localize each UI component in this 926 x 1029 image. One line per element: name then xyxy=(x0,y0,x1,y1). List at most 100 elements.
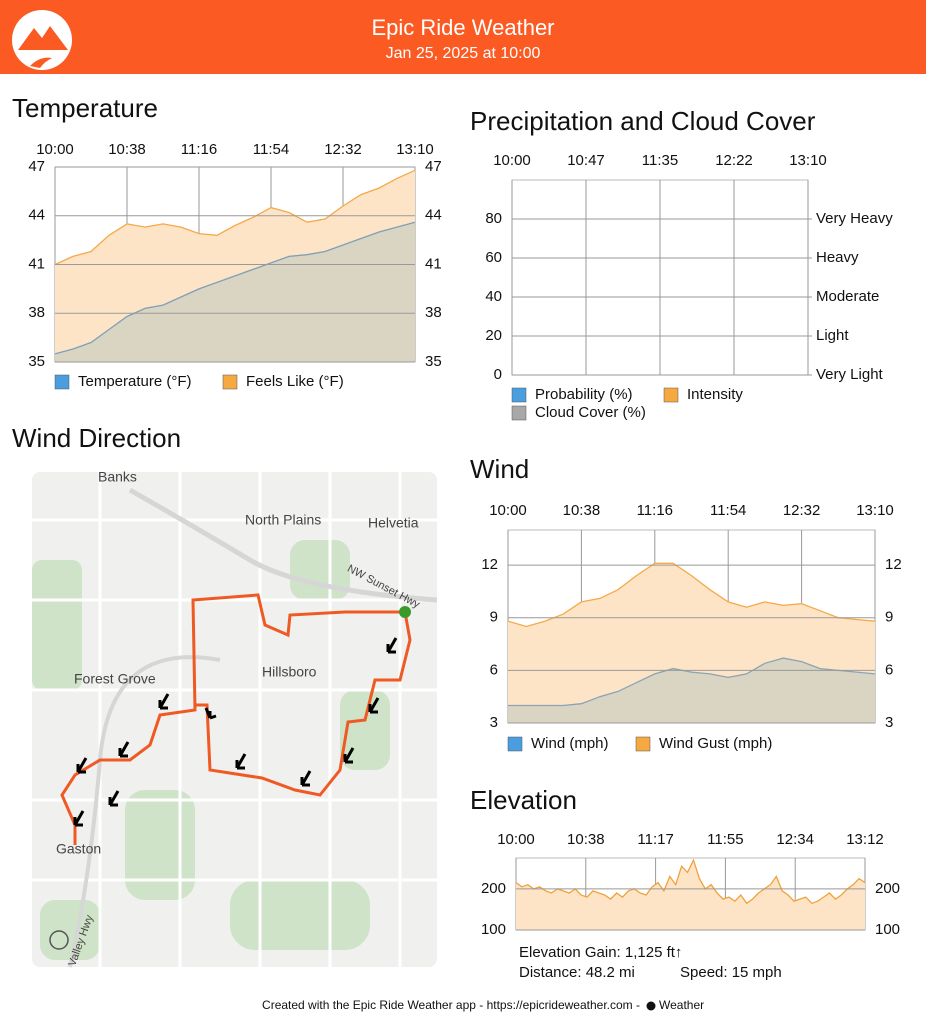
legend-label: Probability (%) xyxy=(535,386,633,403)
series-line xyxy=(507,562,876,628)
chart-title: Wind xyxy=(470,454,529,484)
y-tick-label-right: 3 xyxy=(885,714,893,731)
y-tick-label-right: 9 xyxy=(885,609,893,626)
area-fill xyxy=(516,860,865,930)
series-line xyxy=(54,169,416,266)
y-tick-label: 100 xyxy=(481,921,506,938)
apple-icon xyxy=(646,1001,656,1011)
legend-swatch xyxy=(507,736,523,752)
place-label: Forest Grove xyxy=(74,671,156,687)
x-tick-label: 11:54 xyxy=(710,502,746,519)
y2-tick-label: Heavy xyxy=(816,249,859,266)
logo xyxy=(12,10,72,70)
legend-swatch xyxy=(511,405,527,421)
x-tick-label: 13:10 xyxy=(856,502,894,519)
y-tick-label: 60 xyxy=(485,249,502,266)
header-bar xyxy=(0,0,926,74)
area-fill xyxy=(508,658,875,723)
y-tick-label: 40 xyxy=(485,288,502,305)
subtitle: Jan 25, 2025 at 10:00 xyxy=(386,45,541,62)
legend-swatch xyxy=(511,387,527,403)
y2-tick-label: Very Light xyxy=(816,366,884,383)
x-tick-label: 12:32 xyxy=(324,141,362,158)
y-tick-label: 0 xyxy=(494,366,502,383)
y-tick-label-right: 38 xyxy=(425,304,442,321)
y-tick-label-right: 6 xyxy=(885,661,893,678)
legend-swatch xyxy=(635,736,651,752)
x-tick-label: 12:22 xyxy=(715,152,753,169)
x-tick-label: 10:00 xyxy=(489,502,527,519)
y-tick-label-right: 35 xyxy=(425,353,442,370)
y-tick-label: 9 xyxy=(490,609,498,626)
footer-brand: Weather xyxy=(659,998,704,1012)
x-tick-label: 12:34 xyxy=(776,831,814,848)
legend-swatch xyxy=(663,387,679,403)
chart-title: Temperature xyxy=(12,93,158,123)
x-tick-label: 10:47 xyxy=(567,152,605,169)
legend-label: Wind Gust (mph) xyxy=(659,735,772,752)
y-tick-label: 3 xyxy=(490,714,498,731)
y-tick-label-right: 41 xyxy=(425,255,442,272)
legend-label: Temperature (°F) xyxy=(78,373,192,390)
y-tick-label: 41 xyxy=(28,255,45,272)
speed: Speed: 15 mph xyxy=(680,964,782,981)
map-title: Wind Direction xyxy=(12,423,181,453)
y-tick-label: 44 xyxy=(28,207,45,224)
chart-title: Elevation xyxy=(470,785,577,815)
y2-tick-label: Moderate xyxy=(816,288,879,305)
x-tick-label: 11:17 xyxy=(637,831,673,848)
x-tick-label: 13:10 xyxy=(789,152,827,169)
series-line xyxy=(54,221,416,355)
x-tick-label: 13:12 xyxy=(846,831,884,848)
chart-title: Precipitation and Cloud Cover xyxy=(470,106,816,136)
map: Banks North Plains Helvetia NW Sunset Hw… xyxy=(32,469,438,968)
x-tick-label: 11:54 xyxy=(253,141,289,158)
app-title: Epic Ride Weather xyxy=(371,15,554,40)
place-label: Gaston xyxy=(56,841,101,857)
area-fill xyxy=(55,222,415,362)
distance: Distance: 48.2 mi xyxy=(519,964,635,981)
x-tick-label: 10:00 xyxy=(493,152,531,169)
x-tick-label: 12:32 xyxy=(783,502,821,519)
x-tick-label: 11:55 xyxy=(707,831,743,848)
legend-swatch xyxy=(222,374,238,390)
series-line xyxy=(508,657,876,707)
legend-label: Intensity xyxy=(687,386,743,403)
x-tick-label: 11:35 xyxy=(642,152,678,169)
place-label: Helvetia xyxy=(368,515,419,531)
x-tick-label: 10:38 xyxy=(108,141,146,158)
x-tick-label: 10:38 xyxy=(563,502,601,519)
y-tick-label-right: 12 xyxy=(885,556,902,573)
y-tick-label: 12 xyxy=(481,556,498,573)
y-tick-label: 20 xyxy=(485,327,502,344)
x-tick-label: 11:16 xyxy=(637,502,673,519)
y2-tick-label: Very Heavy xyxy=(816,210,893,227)
legend-label: Wind (mph) xyxy=(531,735,609,752)
legend-label: Feels Like (°F) xyxy=(246,373,344,390)
x-tick-label: 10:00 xyxy=(36,141,74,158)
place-label: Banks xyxy=(98,469,137,485)
x-tick-label: 11:16 xyxy=(181,141,217,158)
series-line xyxy=(515,858,866,905)
footer-text: Created with the Epic Ride Weather app -… xyxy=(262,998,640,1012)
y-tick-label: 47 xyxy=(28,158,45,175)
y-tick-label: 200 xyxy=(481,880,506,897)
x-tick-label: 10:00 xyxy=(497,831,535,848)
x-tick-label: 13:10 xyxy=(396,141,434,158)
y-tick-label: 35 xyxy=(28,353,45,370)
y2-tick-label: Light xyxy=(816,327,849,344)
x-tick-label: 10:38 xyxy=(567,831,605,848)
y-tick-label: 38 xyxy=(28,304,45,321)
legend-swatch xyxy=(54,374,70,390)
y-tick-label-right: 200 xyxy=(875,880,900,897)
y-tick-label-right: 100 xyxy=(875,921,900,938)
legend-label: Cloud Cover (%) xyxy=(535,404,646,421)
place-label: Hillsboro xyxy=(262,664,317,680)
y-tick-label: 80 xyxy=(485,210,502,227)
y-tick-label-right: 47 xyxy=(425,158,442,175)
place-label: North Plains xyxy=(245,512,321,528)
y-tick-label: 6 xyxy=(490,661,498,678)
elevation-gain: Elevation Gain: 1,125 ft↑ xyxy=(519,944,682,961)
y-tick-label-right: 44 xyxy=(425,207,442,224)
